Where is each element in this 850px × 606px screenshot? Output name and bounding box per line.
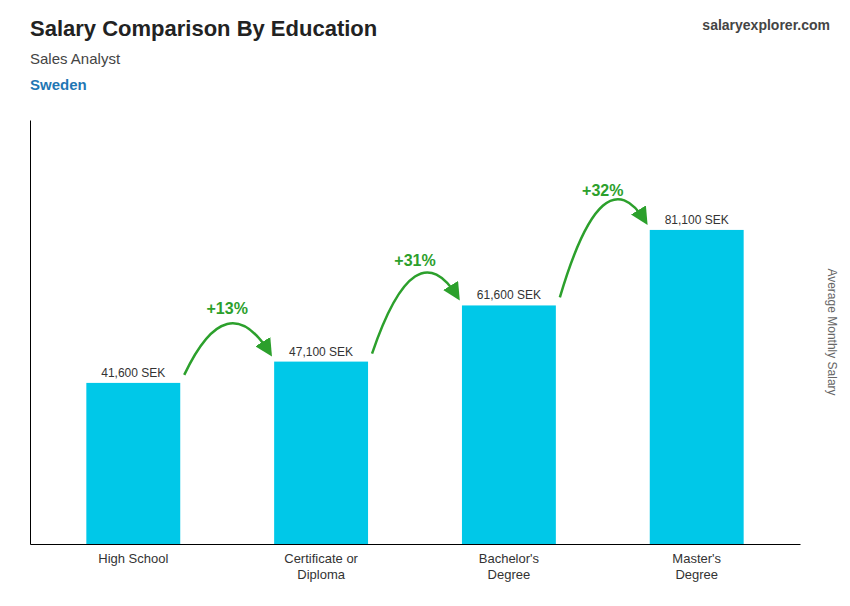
x-tick-label-line: High School [98, 551, 168, 566]
site-credit-part: .com [797, 17, 830, 33]
change-annotations: +13% +31% +32% [184, 182, 646, 375]
data-label: 47,100 SEK [289, 345, 353, 359]
x-axis: High School Certificate orDiploma Bachelor… [31, 544, 801, 582]
chart-title: Salary Comparison By Education [30, 16, 377, 41]
x-tick-label: Bachelor'sDegree [479, 551, 540, 582]
plot-area: High School Certificate orDiploma Bachelor… [31, 121, 801, 582]
chart-svg: Salary Comparison By Education Sales Anal… [0, 0, 850, 606]
y-axis-title: Average Monthly Salary [825, 268, 839, 395]
x-tick-label-line: Diploma [297, 567, 345, 582]
change-arrow [372, 272, 458, 353]
x-tick: Certificate orDiploma [284, 544, 358, 582]
data-labels: 41,600 SEK 47,100 SEK 61,600 SEK 81,100 SEK [101, 213, 728, 380]
x-tick-label: Certificate orDiploma [284, 551, 358, 582]
y-axis [30, 121, 31, 545]
x-tick-label-line: Master's [672, 551, 721, 566]
bar [462, 305, 556, 544]
chart-subtitle: Sales Analyst [30, 50, 121, 67]
x-tick-label-line: Bachelor's [479, 551, 540, 566]
site-credit-part: salary [702, 17, 743, 33]
x-tick: Bachelor'sDegree [479, 544, 540, 582]
change-label: +31% [394, 252, 435, 269]
bar [650, 230, 744, 544]
x-tick: High School [98, 544, 168, 566]
x-tick-label: Master'sDegree [672, 551, 721, 582]
x-tick: Master'sDegree [672, 544, 721, 582]
x-tick-label-line: Degree [675, 567, 718, 582]
change-label: +32% [582, 182, 623, 199]
x-axis-line [31, 544, 801, 545]
data-label: 81,100 SEK [665, 213, 729, 227]
bars [86, 230, 743, 544]
y-axis-line [30, 121, 31, 545]
site-credit: salaryexplorer.com [702, 17, 830, 33]
x-tick-label-line: Certificate or [284, 551, 358, 566]
change-label: +13% [207, 300, 248, 317]
data-label: 61,600 SEK [477, 288, 541, 302]
bar [86, 383, 180, 544]
header-annotation: Sweden [30, 76, 87, 93]
x-tick-label-line: Degree [488, 567, 531, 582]
change-arrow [184, 323, 270, 375]
bar [274, 362, 368, 544]
x-tick-label: High School [98, 551, 168, 566]
data-label: 41,600 SEK [101, 366, 165, 380]
change-arrow [560, 199, 646, 297]
site-credit-part: explorer [743, 17, 799, 33]
